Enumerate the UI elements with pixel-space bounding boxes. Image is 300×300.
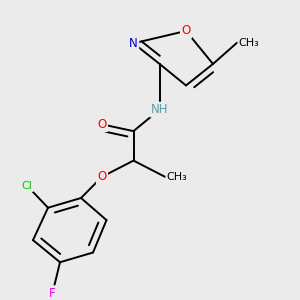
Text: Cl: Cl	[22, 181, 32, 190]
Text: CH₃: CH₃	[238, 38, 259, 48]
Text: CH₃: CH₃	[167, 172, 187, 182]
Text: O: O	[182, 24, 190, 38]
Text: F: F	[49, 287, 56, 300]
Text: N: N	[129, 37, 138, 50]
Text: O: O	[98, 170, 106, 183]
Text: O: O	[98, 118, 106, 131]
Text: NH: NH	[151, 103, 168, 116]
